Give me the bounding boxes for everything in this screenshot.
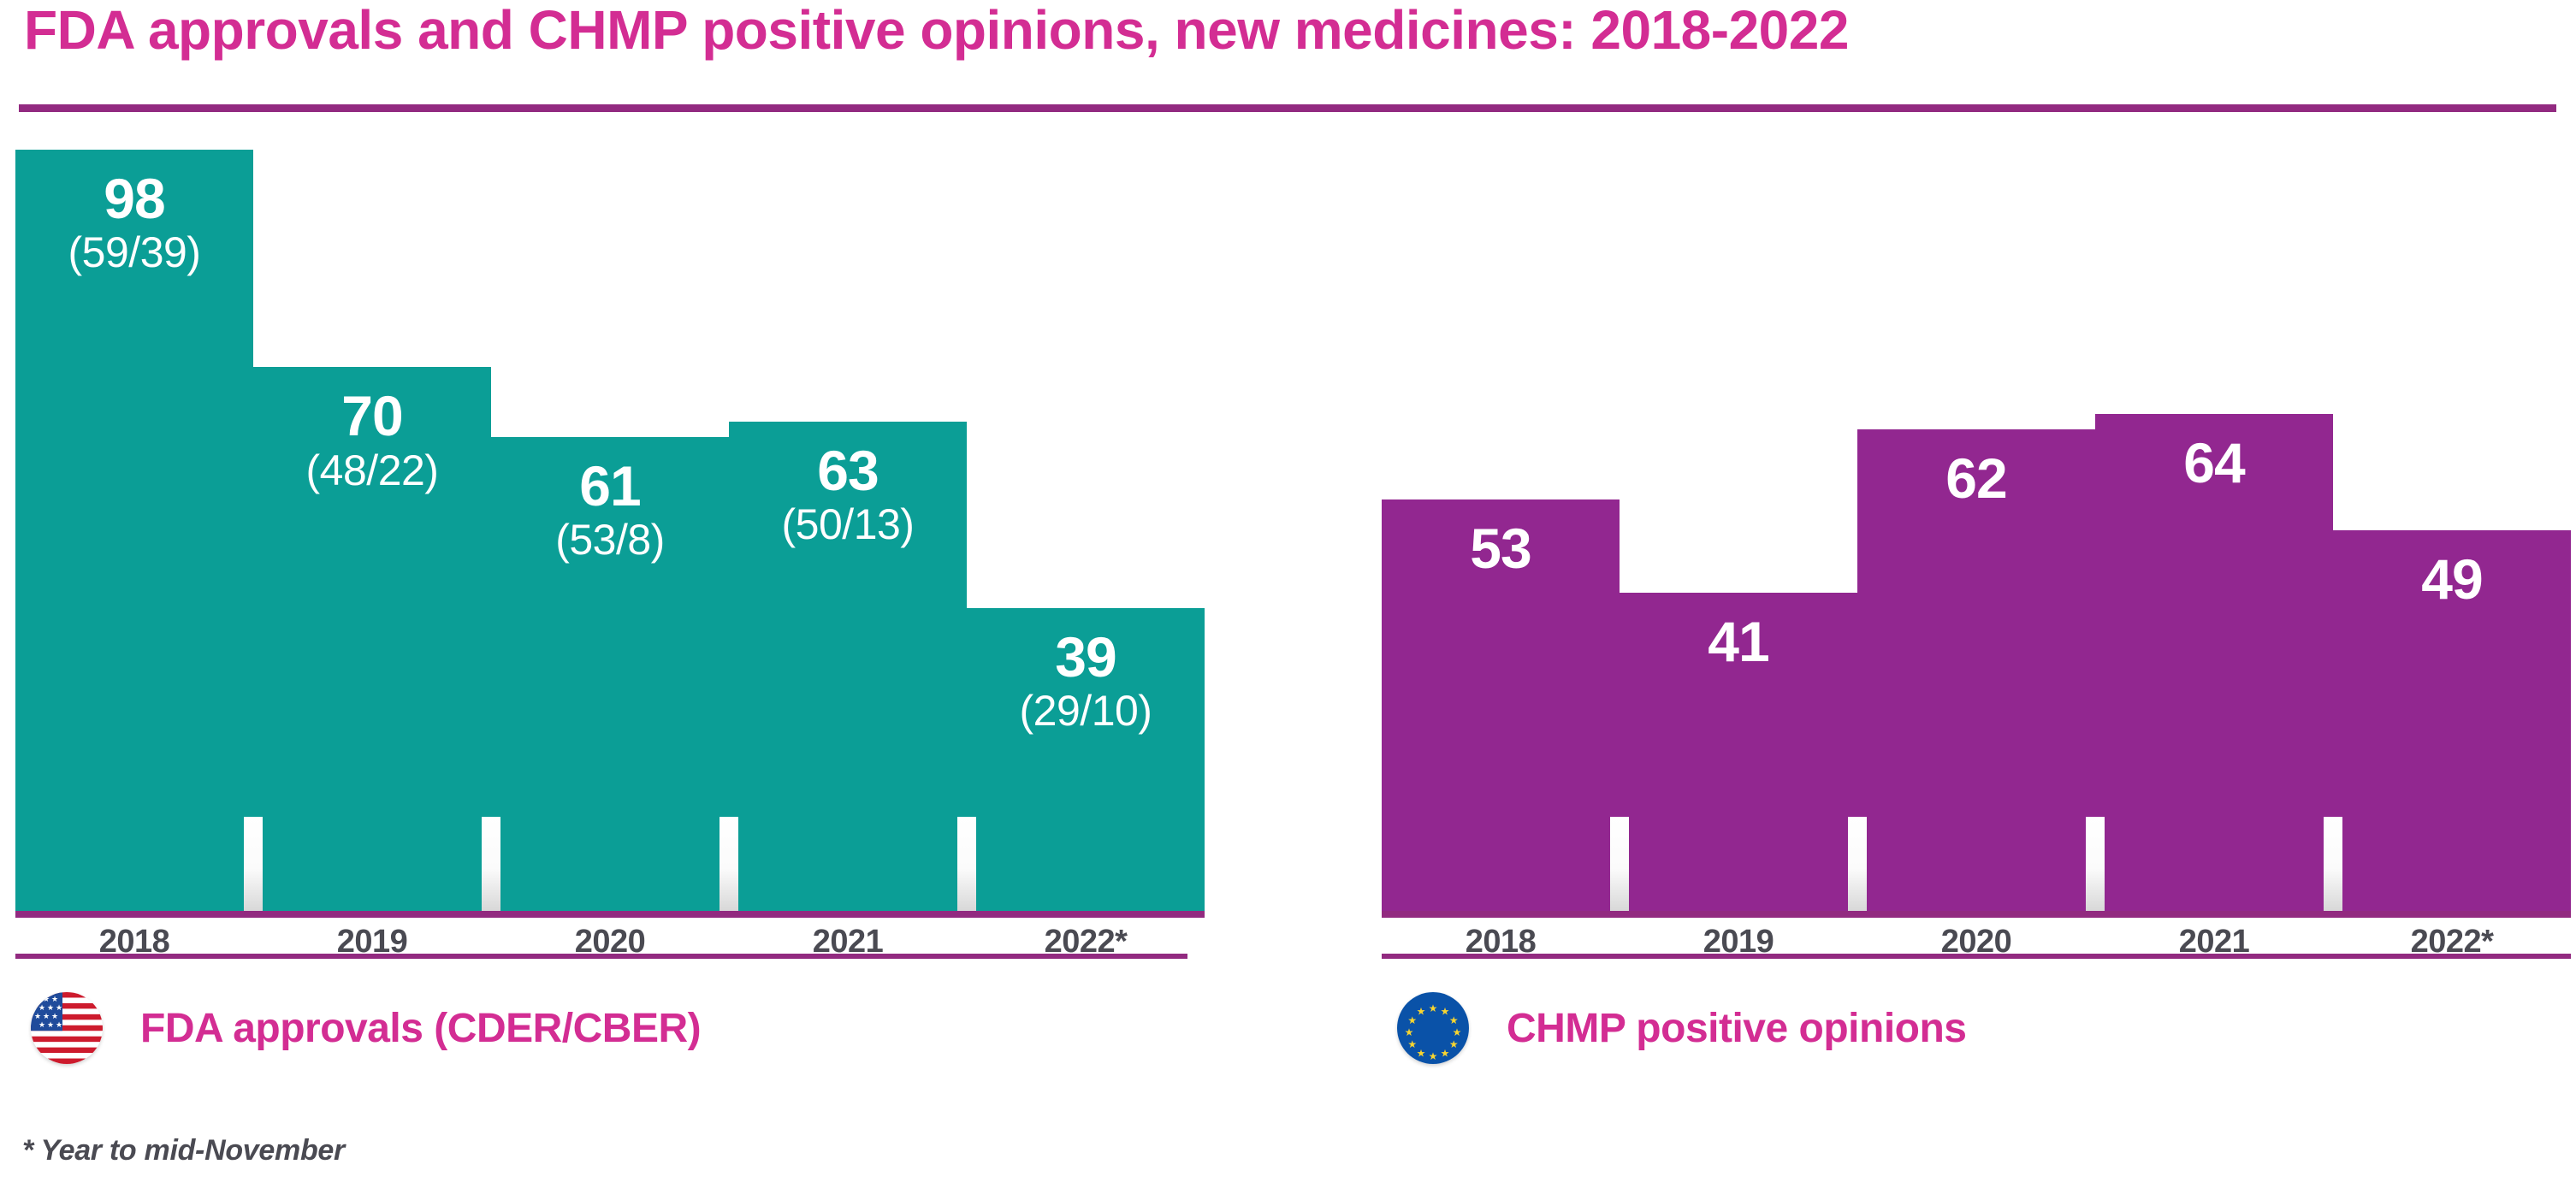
bar-slot: 41 <box>1620 150 1857 911</box>
footnote: * Year to mid-November <box>22 1134 345 1167</box>
bar-slot: 70 (48/22) <box>253 150 491 911</box>
svg-text:★: ★ <box>1429 1050 1438 1062</box>
svg-text:★: ★ <box>1407 1014 1417 1026</box>
chmp-legend: ★ ★ ★ ★ ★ ★ ★ ★ ★ ★ ★ ★ CHMP positive op… <box>1397 992 1967 1064</box>
bar-slot: 64 <box>2095 150 2333 911</box>
bar-slot: 63 (50/13) <box>729 150 967 911</box>
bar-value-label: 49 <box>2421 547 2483 611</box>
bar[interactable]: 98 (59/39) <box>15 150 253 911</box>
svg-text:★: ★ <box>1449 1014 1459 1026</box>
bar[interactable]: 61 (53/8) <box>491 437 729 911</box>
bar-slot: 62 <box>1857 150 2095 911</box>
svg-text:★: ★ <box>1441 1006 1450 1018</box>
svg-text:★: ★ <box>1453 1026 1462 1038</box>
bar[interactable]: 64 <box>2095 413 2333 911</box>
bar-breakdown-label: (29/10) <box>1019 687 1152 736</box>
chmp-axis-line <box>1382 911 2571 918</box>
svg-text:★: ★ <box>51 1013 58 1021</box>
fda-axis-line <box>15 911 1205 918</box>
bar-slot: 49 <box>2333 150 2571 911</box>
bar[interactable]: 70 (48/22) <box>253 367 491 911</box>
svg-text:★: ★ <box>56 1021 62 1030</box>
svg-text:★: ★ <box>38 1021 45 1030</box>
bar-breakdown-label: (53/8) <box>555 516 665 564</box>
us-flag-icon: ★ ★ ★ ★ ★ ★ ★ ★ ★ ★ ★ ★ <box>31 992 103 1064</box>
chmp-legend-divider <box>1382 954 2571 959</box>
svg-text:★: ★ <box>1417 1006 1426 1018</box>
svg-text:★: ★ <box>56 1004 62 1013</box>
bar-value-label: 61 <box>579 454 641 518</box>
bar-breakdown-label: (48/22) <box>305 446 439 494</box>
fda-chart-panel: 98 (59/39) 70 (48/22) 61 (53/8) 63 (50/13) 39 (29… <box>15 128 1205 1188</box>
eu-flag-icon: ★ ★ ★ ★ ★ ★ ★ ★ ★ ★ ★ ★ <box>1397 992 1469 1064</box>
fda-legend: ★ ★ ★ ★ ★ ★ ★ ★ ★ ★ ★ ★ FDA approvals (CDER/CBER… <box>31 992 702 1064</box>
bar[interactable]: 39 (29/10) <box>967 607 1205 911</box>
svg-text:★: ★ <box>34 996 41 1004</box>
chmp-plot-area: 53 41 62 64 49 <box>1382 150 2571 911</box>
bar[interactable]: 49 <box>2333 530 2571 911</box>
svg-text:★: ★ <box>43 1013 50 1021</box>
chmp-legend-label: CHMP positive opinions <box>1507 1005 1967 1051</box>
bar-value-label: 39 <box>1055 624 1116 689</box>
bar-value-label: 62 <box>1945 446 2007 510</box>
bar-value-label: 41 <box>1708 609 1769 673</box>
chmp-chart-panel: 53 41 62 64 49 2018 2019 2020 2021 2022* ★ ★ ★ ★… <box>1382 128 2571 1188</box>
fda-legend-label: FDA approvals (CDER/CBER) <box>140 1005 702 1051</box>
bar-slot: 39 (29/10) <box>967 150 1205 911</box>
svg-text:★: ★ <box>1441 1047 1450 1059</box>
bar-breakdown-label: (59/39) <box>68 228 201 277</box>
svg-text:★: ★ <box>38 1004 45 1013</box>
svg-text:★: ★ <box>1405 1026 1414 1038</box>
svg-text:★: ★ <box>47 1021 54 1030</box>
fda-bars-row: 98 (59/39) 70 (48/22) 61 (53/8) 63 (50/13) 39 (29… <box>15 150 1205 911</box>
title-divider <box>19 104 2556 112</box>
bar-slot: 61 (53/8) <box>491 150 729 911</box>
svg-text:★: ★ <box>34 1013 41 1021</box>
fda-legend-divider <box>15 954 1187 959</box>
bar[interactable]: 63 (50/13) <box>729 421 967 911</box>
svg-text:★: ★ <box>47 1004 54 1013</box>
bar[interactable]: 53 <box>1382 499 1620 911</box>
fda-plot-area: 98 (59/39) 70 (48/22) 61 (53/8) 63 (50/13) 39 (29… <box>15 150 1205 911</box>
bar-slot: 98 (59/39) <box>15 150 253 911</box>
bar-value-label: 64 <box>2183 430 2245 494</box>
page-title: FDA approvals and CHMP positive opinions… <box>24 0 1849 61</box>
bar-value-label: 98 <box>104 167 165 230</box>
svg-text:★: ★ <box>1429 1002 1438 1014</box>
svg-text:★: ★ <box>1417 1047 1426 1059</box>
svg-text:★: ★ <box>1449 1038 1459 1050</box>
bar-value-label: 70 <box>341 384 403 448</box>
bar-value-label: 63 <box>817 438 879 502</box>
bar[interactable]: 41 <box>1620 592 1857 911</box>
chmp-bars-row: 53 41 62 64 49 <box>1382 150 2571 911</box>
svg-text:★: ★ <box>1407 1038 1417 1050</box>
svg-text:★: ★ <box>51 996 58 1004</box>
bar-slot: 53 <box>1382 150 1620 911</box>
svg-text:★: ★ <box>43 996 50 1004</box>
bar-breakdown-label: (50/13) <box>781 500 915 549</box>
bar[interactable]: 62 <box>1857 429 2095 911</box>
bar-value-label: 53 <box>1470 516 1531 580</box>
